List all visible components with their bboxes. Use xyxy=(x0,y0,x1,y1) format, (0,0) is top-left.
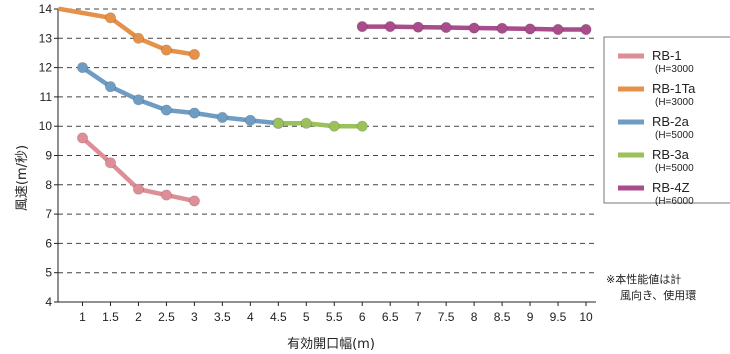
y-tick-label-11: 11 xyxy=(40,90,53,104)
data-point-RB-2a-1 xyxy=(104,81,117,93)
data-point-RB-3a-3 xyxy=(356,120,368,132)
data-point-RB-4Z-3 xyxy=(440,21,452,34)
y-tick-label-12: 12 xyxy=(39,61,53,75)
legend-sublabel-RB-3a: (H=5000 xyxy=(655,163,694,174)
grid-lines xyxy=(58,8,596,274)
data-point-RB-2a-5 xyxy=(216,111,228,124)
y-tick-label-8: 8 xyxy=(45,178,52,192)
y-tick-label-6: 6 xyxy=(45,236,52,250)
data-point-RB-4Z-4 xyxy=(468,22,480,34)
series-RB-3a xyxy=(272,117,368,132)
x-tick-label-8: 8 xyxy=(471,310,478,324)
series-RB-1 xyxy=(76,132,200,207)
footnote-line-1: ※本性能値は計 xyxy=(606,273,682,286)
data-point-RB-1-4 xyxy=(188,195,200,207)
footnote-line-2: 風向き、使用環 xyxy=(620,289,697,302)
data-point-RB-1Ta-2 xyxy=(132,32,145,44)
series-RB-4Z xyxy=(356,20,592,36)
axes xyxy=(54,8,596,306)
x-tick-label-6.5: 6.5 xyxy=(382,310,399,324)
data-point-RB-1-1 xyxy=(104,157,117,169)
x-tick-label-3: 3 xyxy=(191,310,198,324)
x-tick-label-4.5: 4.5 xyxy=(270,310,287,324)
y-tick-label-14: 14 xyxy=(39,2,53,16)
x-tick-label-8.5: 8.5 xyxy=(494,310,511,324)
data-point-RB-2a-0 xyxy=(76,61,89,74)
legend: RB-1(H=3000RB-1Ta(H=3000RB-2a(H=5000RB-3… xyxy=(603,36,730,207)
x-tick-label-1.5: 1.5 xyxy=(102,310,119,324)
y-tick-label-13: 13 xyxy=(39,31,53,45)
data-point-RB-3a-0 xyxy=(272,117,284,129)
data-point-RB-1Ta-1 xyxy=(104,12,117,24)
legend-sublabel-RB-4Z: (H=6000 xyxy=(655,196,694,207)
footnote: ※本性能値は計 風向き、使用環 xyxy=(606,272,730,304)
x-tick-label-3.5: 3.5 xyxy=(214,310,231,324)
x-tick-label-6: 6 xyxy=(359,310,366,324)
series-line-RB-3a xyxy=(276,121,365,129)
legend-sublabel-RB-1: (H=3000 xyxy=(655,64,694,75)
x-tick-label-5: 5 xyxy=(303,310,310,324)
y-tick-label-10: 10 xyxy=(39,119,53,133)
data-point-RB-3a-2 xyxy=(328,120,340,132)
y-tick-label-5: 5 xyxy=(45,266,52,280)
data-point-RB-3a-1 xyxy=(300,117,312,129)
data-point-RB-4Z-6 xyxy=(524,23,536,35)
series-RB-2a xyxy=(76,61,284,129)
x-tick-label-7.5: 7.5 xyxy=(438,310,455,324)
data-point-RB-4Z-7 xyxy=(552,23,564,36)
x-tick-label-4: 4 xyxy=(247,310,254,324)
data-point-RB-2a-6 xyxy=(244,114,256,126)
x-tick-label-9.5: 9.5 xyxy=(550,310,567,324)
data-point-RB-1-3 xyxy=(160,189,173,201)
data-point-RB-1-2 xyxy=(132,183,145,195)
data-point-RB-4Z-2 xyxy=(412,21,424,33)
x-axis-label: 有効開口幅(m) xyxy=(287,337,375,352)
data-point-RB-2a-3 xyxy=(160,104,173,116)
data-point-RB-4Z-8 xyxy=(580,23,592,36)
data-point-RB-1Ta-4 xyxy=(188,48,200,61)
data-point-RB-1Ta-3 xyxy=(160,44,173,56)
data-point-RB-2a-2 xyxy=(132,94,145,106)
x-tick-label-1: 1 xyxy=(79,310,86,324)
tick-labels: 4 5 6 7 8 9 10 11 12 13 14 1 1.5 2 2.5 3 3.5 4 4.5 5 5.5 6 6.5… xyxy=(39,2,593,324)
series-RB-1Ta xyxy=(57,6,200,61)
x-tick-label-2.5: 2.5 xyxy=(158,310,175,324)
x-tick-label-9: 9 xyxy=(527,310,534,324)
x-tick-label-5.5: 5.5 xyxy=(326,310,343,324)
data-point-RB-1-0 xyxy=(76,132,89,144)
data-point-RB-4Z-0 xyxy=(356,20,368,33)
legend-label-RB-3a: RB-3a xyxy=(652,147,690,162)
legend-label-RB-4Z: RB-4Z xyxy=(652,180,690,195)
y-tick-label-4: 4 xyxy=(45,295,52,309)
legend-label-RB-1Ta: RB-1Ta xyxy=(652,81,696,96)
x-tick-label-2: 2 xyxy=(135,310,142,324)
x-tick-label-7: 7 xyxy=(415,310,422,324)
legend-sublabel-RB-1Ta: (H=3000 xyxy=(655,97,694,108)
data-point-RB-2a-4 xyxy=(188,107,200,119)
y-tick-label-7: 7 xyxy=(45,207,52,221)
legend-label-RB-1: RB-1 xyxy=(652,48,682,63)
series-line-RB-1Ta xyxy=(57,6,197,57)
legend-sublabel-RB-2a: (H=5000 xyxy=(655,130,694,141)
series-group xyxy=(57,6,592,207)
y-axis-label: 風速(m/秒) xyxy=(15,145,30,211)
data-point-RB-4Z-5 xyxy=(496,22,508,34)
y-tick-label-9: 9 xyxy=(45,149,52,163)
x-tick-label-10: 10 xyxy=(579,310,593,324)
data-point-RB-4Z-1 xyxy=(384,20,396,33)
legend-label-RB-2a: RB-2a xyxy=(652,114,690,129)
